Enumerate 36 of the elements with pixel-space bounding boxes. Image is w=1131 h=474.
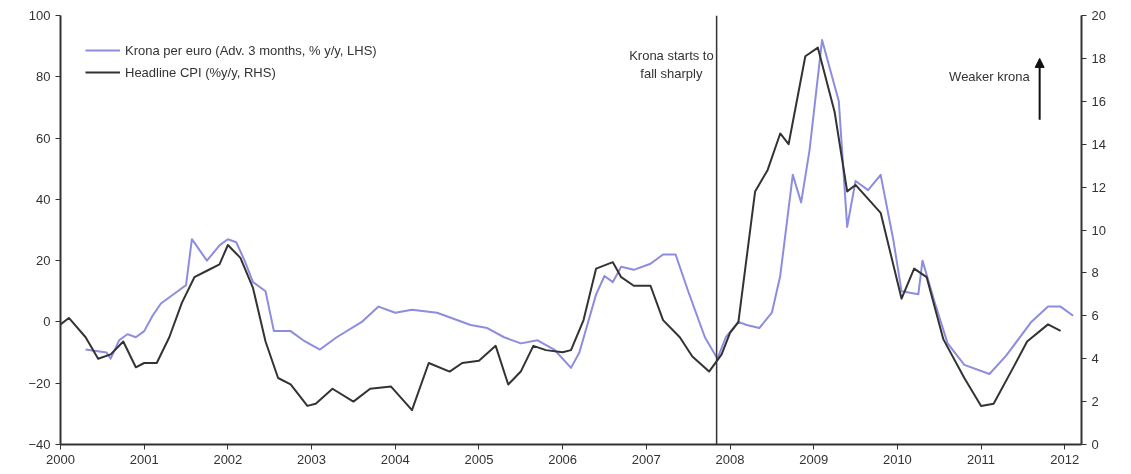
x-tick-label: 2010 xyxy=(882,451,912,467)
x-tick-label: 2012 xyxy=(1050,451,1080,467)
x-tick-label: 2003 xyxy=(297,451,327,467)
y2-tick-label: 8 xyxy=(1091,265,1099,281)
y-tick-label: 80 xyxy=(36,69,51,85)
legend-label: Krona per euro (Adv. 3 months, % y/y, LHS) xyxy=(125,42,377,58)
y2-tick-label: 12 xyxy=(1091,179,1106,195)
x-tick-label: 2011 xyxy=(967,451,996,467)
annotation: Weaker krona xyxy=(949,69,1031,85)
y2-tick-label: 20 xyxy=(1091,8,1106,23)
x-tick-label: 2008 xyxy=(715,451,745,467)
x-tick-label: 2006 xyxy=(548,451,578,467)
y-tick-label: 60 xyxy=(36,130,51,146)
x-tick-label: 2007 xyxy=(631,451,661,467)
y2-tick-label: 6 xyxy=(1091,308,1099,324)
y2-tick-label: 4 xyxy=(1091,351,1099,367)
annotation: Krona starts to fall sharply xyxy=(629,48,714,82)
y-tick-label: 100 xyxy=(28,8,51,23)
legend-label: Headline CPI (%y/y, RHS) xyxy=(125,64,276,80)
y-tick-label: 20 xyxy=(36,253,51,269)
y2-tick-label: 0 xyxy=(1091,437,1099,452)
x-tick-label: 2004 xyxy=(380,451,410,467)
y-tick-label: 0 xyxy=(43,314,51,330)
y-tick-label: −40 xyxy=(28,437,51,452)
y-tick-label: −20 xyxy=(28,375,51,391)
y-tick-label: 40 xyxy=(36,191,51,207)
x-tick-label: 2009 xyxy=(799,451,829,467)
x-tick-label: 2000 xyxy=(46,451,75,467)
x-tick-label: 2001 xyxy=(129,451,159,467)
x-tick-label: 2002 xyxy=(213,451,243,467)
y2-tick-label: 18 xyxy=(1091,50,1106,66)
y2-tick-label: 14 xyxy=(1091,136,1106,152)
y2-tick-label: 2 xyxy=(1091,394,1099,410)
y2-tick-label: 10 xyxy=(1091,222,1106,238)
x-tick-label: 2005 xyxy=(464,451,494,467)
y2-tick-label: 16 xyxy=(1091,93,1106,109)
